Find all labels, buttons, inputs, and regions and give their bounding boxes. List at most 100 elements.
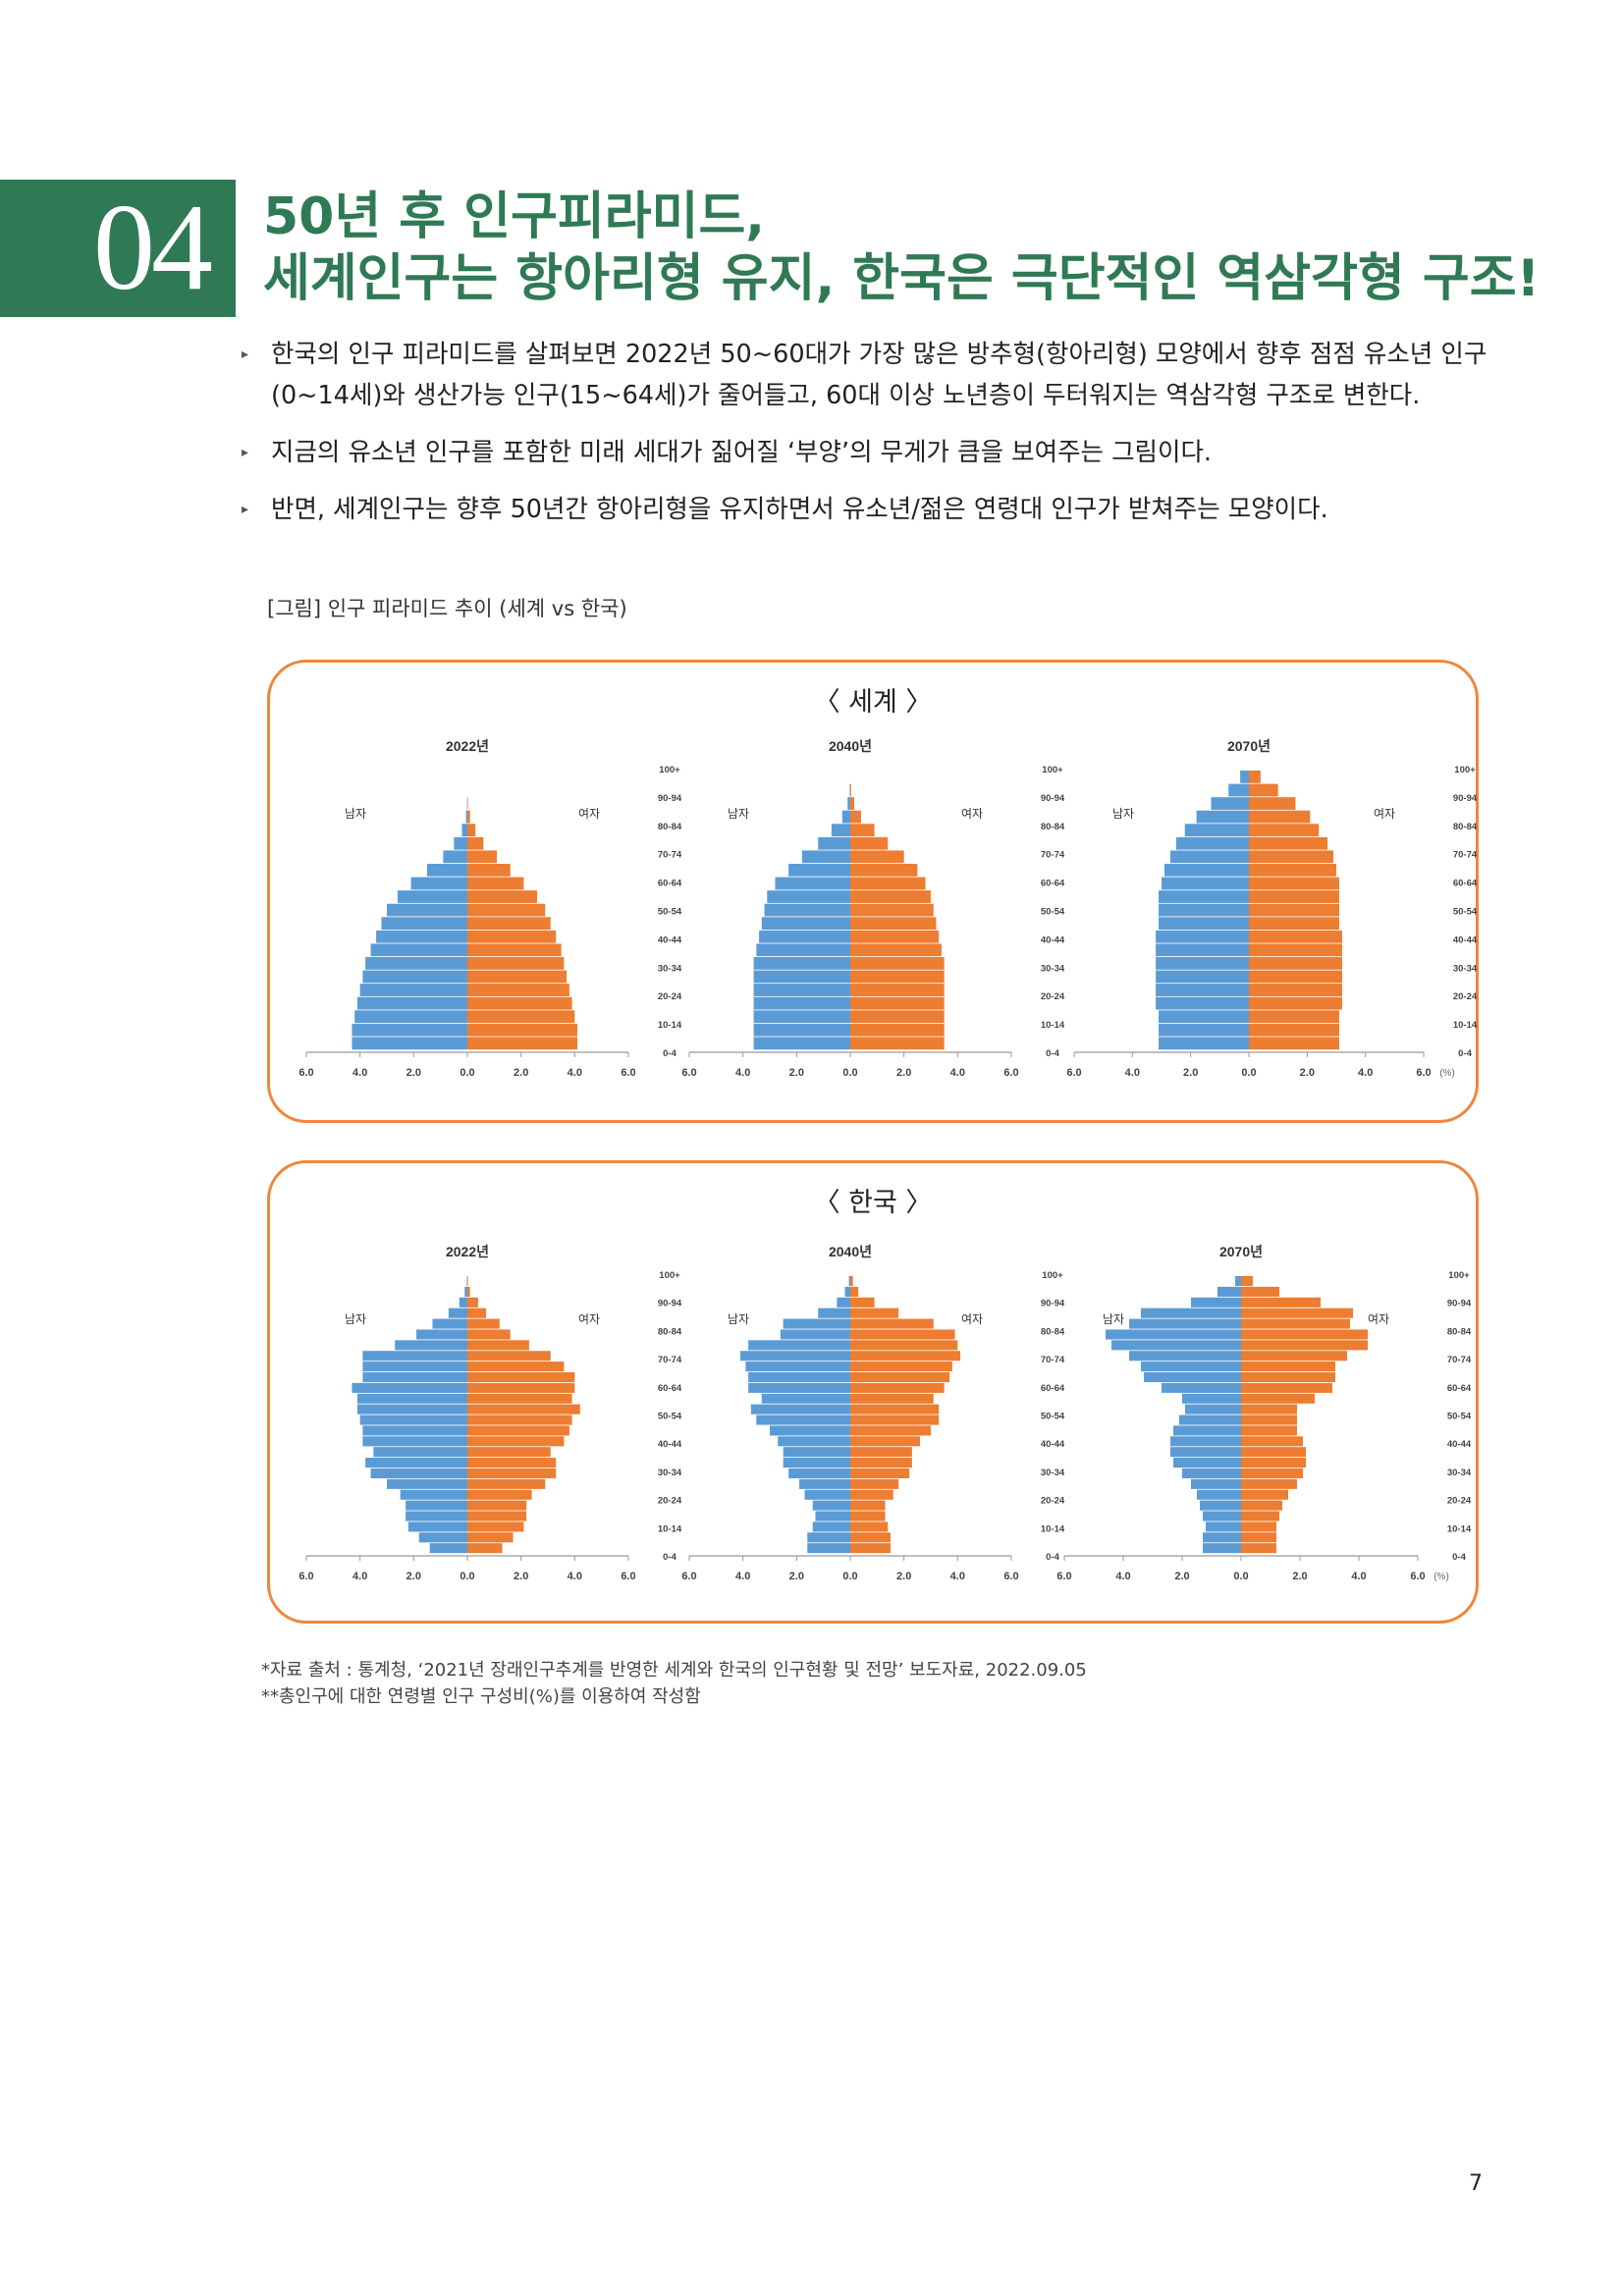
x-tick-label: 4.0 — [735, 1067, 750, 1079]
bullet-list: 한국의 인구 피라미드를 살펴보면 2022년 50~60대가 가장 많은 방추… — [242, 334, 1488, 546]
x-tick-label: 6.0 — [1003, 1067, 1018, 1079]
female-bar — [850, 1276, 853, 1287]
x-tick-label: 4.0 — [1358, 1067, 1373, 1079]
male-bar — [465, 810, 467, 824]
male-bar — [1156, 984, 1249, 996]
male-bar — [831, 824, 850, 837]
x-tick-label: 2.0 — [1300, 1067, 1315, 1079]
age-label: 10-14 — [1041, 1020, 1065, 1031]
female-bar — [1249, 771, 1261, 783]
x-tick-label: 2.0 — [1174, 1571, 1189, 1582]
male-bar — [753, 984, 850, 996]
female-bar — [467, 850, 498, 864]
male-bar — [1170, 1447, 1241, 1458]
female-bar — [1249, 943, 1342, 957]
male-bar — [395, 1340, 467, 1351]
female-bar — [467, 1318, 500, 1329]
age-label: 90-94 — [1041, 1299, 1065, 1309]
male-bar — [448, 1308, 467, 1318]
age-label: 60-64 — [1453, 879, 1478, 889]
male-bar — [1235, 1276, 1241, 1287]
x-tick-label: 0.0 — [460, 1067, 474, 1079]
age-label: 40-44 — [658, 1439, 682, 1450]
female-bar — [850, 850, 904, 864]
age-label: 90-94 — [658, 1299, 682, 1309]
male-bar — [352, 1023, 467, 1037]
female-bar — [1241, 1478, 1297, 1489]
female-bar — [1249, 864, 1336, 877]
x-tick-label: 6.0 — [681, 1067, 696, 1079]
female-bar — [850, 957, 945, 970]
female-bar — [467, 877, 524, 890]
x-tick-label: 4.0 — [1351, 1571, 1366, 1582]
female-bar — [467, 1532, 514, 1543]
male-bar — [352, 1037, 467, 1050]
female-bar — [467, 1468, 557, 1479]
age-label: 0-4 — [1458, 1048, 1472, 1059]
male-bar — [365, 957, 467, 970]
x-tick-label: 6.0 — [1003, 1571, 1018, 1582]
x-tick-label: 2.0 — [406, 1571, 421, 1582]
male-bar — [807, 1532, 850, 1543]
male-bar — [818, 1308, 850, 1318]
female-bar — [850, 1393, 934, 1404]
male-bar — [812, 1522, 850, 1532]
female-bar — [1249, 970, 1342, 984]
male-bar — [788, 864, 850, 877]
female-bar — [1249, 957, 1342, 970]
female-bar — [467, 1393, 572, 1404]
female-bar — [850, 1511, 886, 1522]
male-bar — [406, 1511, 467, 1522]
male-bar — [376, 930, 467, 943]
male-bar — [1141, 1308, 1241, 1318]
age-label: 80-84 — [1453, 822, 1478, 832]
bullet-item-3: 반면, 세계인구는 향후 50년간 항아리형을 유지하면서 유소년/젊은 연령대… — [242, 489, 1488, 530]
male-bar — [370, 1468, 467, 1479]
male-bar — [410, 877, 467, 890]
male-bar — [397, 890, 467, 903]
female-bar — [467, 1308, 487, 1318]
female-bar — [850, 1037, 945, 1050]
age-label: 30-34 — [1447, 1468, 1472, 1478]
male-bar — [362, 1436, 467, 1447]
male-bar — [1156, 957, 1249, 970]
male-bar — [1159, 1023, 1249, 1037]
male-label: 남자 — [1112, 807, 1134, 821]
female-bar — [850, 1010, 945, 1024]
female-bar — [850, 1023, 945, 1037]
female-bar — [1241, 1532, 1276, 1543]
male-bar — [1159, 1010, 1249, 1024]
male-bar — [381, 917, 467, 931]
female-bar — [850, 864, 918, 877]
age-label: 20-24 — [658, 1496, 682, 1507]
female-bar — [1249, 1037, 1339, 1050]
age-label: 50-54 — [658, 1412, 682, 1422]
section-number-block — [0, 180, 236, 317]
female-bar — [467, 1340, 529, 1351]
male-bar — [1129, 1351, 1241, 1362]
male-bar — [780, 1329, 850, 1340]
female-bar — [1241, 1489, 1288, 1500]
male-bar — [356, 996, 467, 1010]
x-tick-label: 4.0 — [950, 1571, 965, 1582]
male-bar — [429, 1543, 467, 1554]
male-bar — [1175, 836, 1249, 850]
age-label: 10-14 — [658, 1523, 682, 1534]
female-bar — [467, 1010, 575, 1024]
male-bar — [416, 1329, 467, 1340]
male-bar — [1111, 1340, 1241, 1351]
age-label: 50-54 — [1447, 1412, 1472, 1422]
female-bar — [1241, 1500, 1282, 1511]
age-label: 100+ — [659, 765, 680, 775]
female-bar — [850, 890, 931, 903]
male-bar — [387, 903, 467, 917]
male-bar — [745, 1362, 850, 1372]
female-bar — [850, 1532, 891, 1543]
female-bar — [850, 1478, 899, 1489]
female-bar — [1241, 1393, 1315, 1404]
male-bar — [775, 877, 850, 890]
female-bar — [1241, 1415, 1297, 1425]
male-bar — [748, 1340, 850, 1351]
male-bar — [1159, 917, 1249, 931]
age-label: 80-84 — [1041, 822, 1065, 832]
